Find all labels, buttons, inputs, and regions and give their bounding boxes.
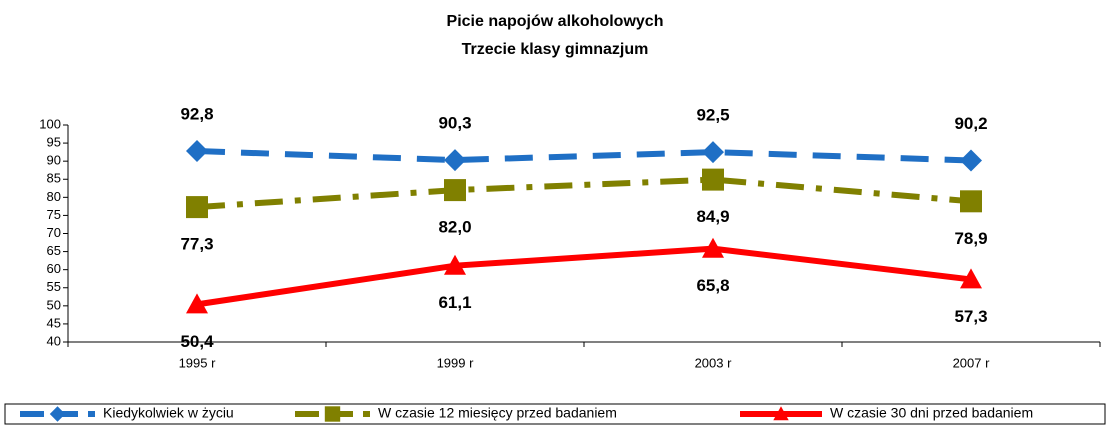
marker (444, 179, 466, 202)
marker (960, 268, 982, 289)
marker (702, 168, 724, 191)
data-label: 92,8 (180, 105, 213, 124)
marker (960, 190, 982, 213)
marker (960, 149, 982, 172)
y-tick-label: 85 (47, 171, 61, 186)
data-label: 92,5 (696, 106, 729, 125)
x-tick-label: 1999 r (437, 355, 475, 370)
marker (186, 140, 208, 163)
y-tick-label: 100 (39, 116, 61, 131)
y-tick-label: 70 (47, 225, 61, 240)
data-label: 84,9 (696, 207, 729, 226)
marker (702, 141, 724, 164)
y-tick-label: 80 (47, 189, 61, 204)
legend-label: Kiedykolwiek w życiu (103, 405, 234, 421)
marker (49, 406, 66, 422)
data-label: 77,3 (180, 235, 213, 254)
legend-label: W czasie 12 miesięcy przed badaniem (378, 405, 617, 421)
marker (324, 406, 341, 422)
x-tick-label: 2007 r (953, 355, 991, 370)
data-label: 61,1 (438, 293, 471, 312)
marker (186, 196, 208, 219)
marker (444, 254, 466, 275)
data-label: 82,0 (438, 218, 471, 237)
chart-subtitle: Trzecie klasy gimnazjum (462, 41, 649, 58)
series-line (196, 245, 972, 308)
data-label: 90,3 (438, 114, 471, 133)
y-tick-label: 40 (47, 333, 61, 348)
marker (702, 237, 724, 258)
y-tick-label: 50 (47, 297, 61, 312)
series-line (196, 148, 972, 164)
y-tick-label: 55 (47, 279, 61, 294)
legend-label: W czasie 30 dni przed badaniem (830, 405, 1033, 421)
chart-title: Picie napojów alkoholowych (447, 13, 664, 30)
data-label: 57,3 (954, 307, 987, 326)
y-tick-label: 75 (47, 207, 61, 222)
x-tick-label: 2003 r (695, 355, 733, 370)
y-tick-label: 60 (47, 261, 61, 276)
legend-box (4, 403, 1106, 425)
data-label: 65,8 (696, 276, 729, 295)
x-tick-label: 1995 r (179, 355, 217, 370)
data-label: 78,9 (954, 229, 987, 248)
y-tick-label: 95 (47, 135, 61, 150)
y-tick-label: 65 (47, 243, 61, 258)
marker (186, 293, 208, 314)
y-tick-label: 90 (47, 153, 61, 168)
data-label: 90,2 (954, 114, 987, 133)
data-label: 50,4 (180, 332, 214, 351)
series-line (196, 176, 972, 211)
y-tick-label: 45 (47, 315, 61, 330)
marker (444, 149, 466, 172)
marker (773, 406, 789, 421)
